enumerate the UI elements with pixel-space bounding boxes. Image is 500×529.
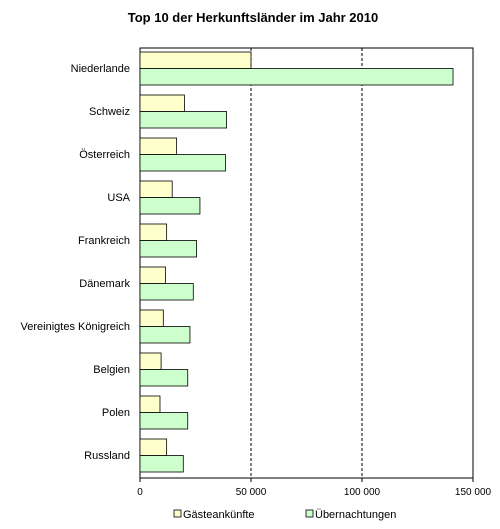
legend-swatch-gaesteankuenfte	[173, 509, 182, 518]
tick-label: 150 000	[455, 487, 492, 498]
bar-uebernachtungen	[139, 111, 227, 129]
category-label: Vereinigtes Königreich	[21, 321, 130, 333]
bar-uebernachtungen	[139, 283, 194, 301]
category-label: USA	[107, 192, 130, 204]
bar-uebernachtungen	[139, 326, 191, 344]
bar-uebernachtungen	[139, 455, 184, 473]
category-labels: Niederlande Schweiz Österreich USA Frankreic…	[21, 63, 131, 462]
bar-gaesteankuenfte	[139, 266, 166, 284]
category-label: Russland	[84, 450, 130, 462]
category-label: Österreich	[79, 149, 130, 161]
bar-gaesteankuenfte	[139, 438, 168, 456]
chart-title: Top 10 der Herkunftsländer im Jahr 2010	[128, 10, 378, 25]
tick-label: 50 000	[236, 487, 267, 498]
category-label: Niederlande	[71, 63, 130, 75]
category-label: Schweiz	[89, 106, 130, 118]
bar-uebernachtungen	[139, 68, 454, 86]
bar-uebernachtungen	[139, 240, 198, 258]
bar-gaesteankuenfte	[139, 51, 252, 69]
bar-gaesteankuenfte	[139, 395, 161, 413]
category-label: Polen	[102, 407, 130, 419]
bar-gaesteankuenfte	[139, 94, 185, 112]
bar-uebernachtungen	[139, 369, 189, 387]
bar-gaesteankuenfte	[139, 137, 178, 155]
bar-uebernachtungen	[139, 197, 201, 215]
bar-uebernachtungen	[139, 412, 189, 430]
category-label: Belgien	[93, 364, 130, 376]
x-axis-ticks: 0 50 000 100 000 150 000	[137, 478, 492, 498]
legend: Gästeankünfte Übernachtungen	[173, 509, 396, 521]
legend-label-uebernachtungen: Übernachtungen	[315, 509, 396, 521]
legend-label-gaesteankuenfte: Gästeankünfte	[183, 509, 255, 521]
bar-gaesteankuenfte	[139, 180, 173, 198]
category-label: Dänemark	[79, 278, 130, 290]
tick-label: 0	[137, 487, 143, 498]
bar-series	[139, 51, 454, 473]
bar-gaesteankuenfte	[139, 223, 168, 241]
tick-label: 100 000	[344, 487, 381, 498]
bar-uebernachtungen	[139, 154, 226, 172]
gridlines	[250, 48, 363, 478]
legend-swatch-uebernachtungen	[305, 509, 314, 518]
category-label: Frankreich	[78, 235, 130, 247]
bar-gaesteankuenfte	[139, 352, 162, 370]
bar-gaesteankuenfte	[139, 309, 164, 327]
